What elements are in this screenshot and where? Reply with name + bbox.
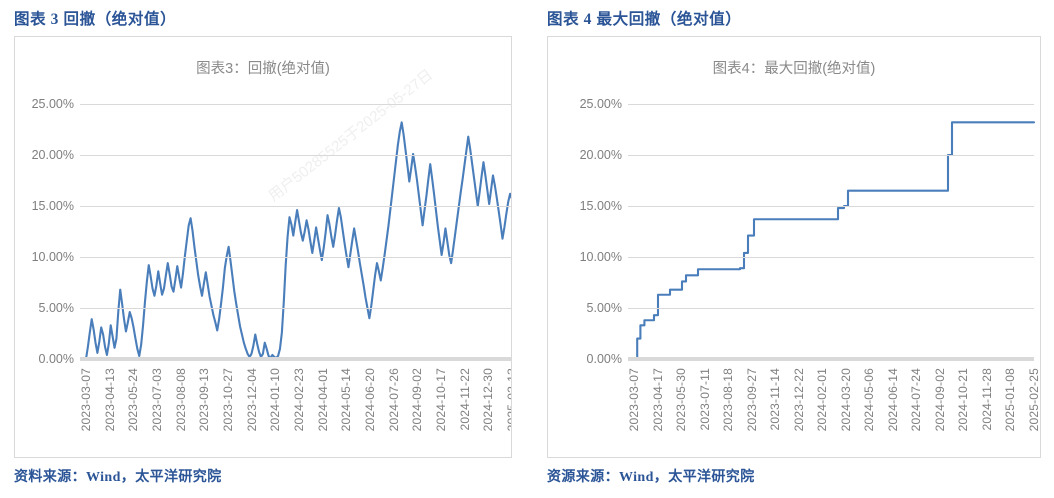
x-axis-tick-label: 2023-04-17 bbox=[650, 368, 665, 432]
max-drawdown-series-right bbox=[632, 121, 1036, 361]
source-note-left: 资料来源：Wind，太平洋研究院 bbox=[14, 470, 222, 485]
x-axis-line bbox=[80, 357, 511, 361]
x-axis-tick-label: 2024-09-02 bbox=[932, 368, 947, 432]
x-axis-tick-label: 2024-02-23 bbox=[292, 368, 306, 432]
x-axis-tick-label: 2023-12-04 bbox=[244, 368, 259, 432]
y-axis-tick-label: 15.00% bbox=[31, 199, 74, 213]
gridline bbox=[80, 155, 511, 156]
x-axis-tick-label: 2024-01-10 bbox=[268, 368, 283, 432]
x-axis-tick-label: 2025-02-25 bbox=[1027, 368, 1041, 432]
figure-heading-right: 图表 4 最大回撤（绝对值） bbox=[547, 11, 742, 28]
y-axis-tick-label: 10.00% bbox=[31, 250, 74, 264]
y-axis-tick-label: 20.00% bbox=[579, 148, 622, 162]
x-axis-tick-label: 2025-02-13 bbox=[505, 368, 512, 432]
x-axis-tick-label: 2024-09-02 bbox=[410, 368, 425, 432]
x-axis-tick-label: 2024-07-24 bbox=[909, 368, 924, 432]
gridline bbox=[80, 257, 511, 258]
x-axis-tick-label: 2023-07-11 bbox=[697, 368, 712, 431]
x-axis-tick-label: 2024-10-17 bbox=[434, 368, 448, 432]
chart-title-right: 图表4：最大回撤(绝对值) bbox=[712, 61, 876, 77]
drawdown-series-left bbox=[84, 121, 511, 361]
x-axis-tick-label: 2024-06-20 bbox=[363, 368, 377, 432]
figure-panel-right: 图表 4 最大回撤（绝对值） 图表4：最大回撤(绝对值) 0.00% 5.00% 1… bbox=[527, 0, 1054, 498]
x-axis-tick-label: 2023-04-13 bbox=[102, 368, 117, 432]
x-axis-line bbox=[628, 357, 1034, 361]
x-axis-tick-label: 2024-11-22 bbox=[457, 368, 472, 431]
plot-area-right: 0.00% 5.00% 10.00% 15.00% 20.00% 25.00% 2023-0… bbox=[580, 97, 1040, 431]
x-axis-tick-label: 2023-05-24 bbox=[126, 368, 141, 432]
x-axis-tick-label: 2024-11-28 bbox=[979, 368, 994, 431]
gridline bbox=[628, 257, 1034, 258]
gridline bbox=[80, 104, 511, 105]
source-note-right: 资源来源：Wind，太平洋研究院 bbox=[547, 470, 755, 485]
x-axis-tick-label: 2024-03-20 bbox=[838, 368, 853, 432]
y-axis-tick-label: 10.00% bbox=[579, 250, 622, 264]
x-axis-tick-label: 2023-08-08 bbox=[173, 368, 188, 432]
x-axis-tick-label: 2023-08-18 bbox=[721, 368, 736, 432]
x-axis-tick-label: 2024-07-26 bbox=[386, 368, 401, 432]
x-axis-tick-label: 2023-10-27 bbox=[221, 368, 235, 432]
x-axis-tick-label: 2023-09-27 bbox=[744, 368, 759, 432]
y-axis-tick-label: 25.00% bbox=[579, 97, 622, 111]
x-axis-tick-label: 2024-02-01 bbox=[815, 368, 830, 432]
x-axis-tick-label: 2023-12-22 bbox=[791, 368, 806, 432]
plot-area-left: 0.00% 5.00% 10.00% 15.00% 20.00% 25.00% 2023-0… bbox=[32, 97, 511, 431]
x-axis-tick-label: 2023-07-03 bbox=[150, 368, 164, 432]
x-axis-tick-label: 2024-05-06 bbox=[862, 368, 877, 432]
y-axis-tick-label: 15.00% bbox=[579, 199, 622, 213]
x-axis-tick-label: 2023-03-07 bbox=[627, 368, 641, 432]
x-axis-tick-label: 2025-01-08 bbox=[1003, 368, 1018, 432]
figure-heading-left: 图表 3 回撤（绝对值） bbox=[14, 11, 177, 28]
x-axis-tick-label: 2024-10-21 bbox=[956, 368, 971, 432]
x-axis-tick-label: 2024-05-14 bbox=[339, 368, 354, 432]
gridline bbox=[80, 308, 511, 309]
chart-title-left: 图表3：回撤(绝对值) bbox=[196, 61, 330, 77]
gridline bbox=[628, 308, 1034, 309]
x-axis-tick-label: 2024-04-01 bbox=[315, 368, 330, 432]
x-axis-tick-label: 2023-03-07 bbox=[79, 368, 93, 432]
x-axis-tick-label: 2023-09-13 bbox=[197, 368, 212, 432]
y-axis-tick-label: 5.00% bbox=[38, 301, 74, 315]
gridline bbox=[628, 206, 1034, 207]
x-axis-tick-label: 2024-12-30 bbox=[481, 368, 496, 432]
chart-container-right: 图表4：最大回撤(绝对值) 0.00% 5.00% 10.00% 15.00% 20.0… bbox=[547, 36, 1041, 458]
x-axis-tick-label: 2024-06-14 bbox=[885, 368, 900, 432]
gridline bbox=[628, 155, 1034, 156]
chart-container-left: 图表3：回撤(绝对值) 用户50285525于2025-05-27日 0.00%… bbox=[14, 36, 512, 458]
gridline bbox=[80, 206, 511, 207]
figure-panel-left: 图表 3 回撤（绝对值） 图表3：回撤(绝对值) 用户50285525于2025… bbox=[14, 11, 512, 485]
gridline bbox=[628, 104, 1034, 105]
x-axis-tick-label: 2023-05-30 bbox=[674, 368, 689, 432]
x-axis-tick-label: 2023-11-14 bbox=[768, 368, 783, 431]
y-axis-tick-label: 0.00% bbox=[38, 352, 74, 366]
y-axis-tick-label: 25.00% bbox=[31, 97, 74, 111]
y-axis-tick-label: 20.00% bbox=[31, 148, 74, 162]
y-axis-tick-label: 0.00% bbox=[586, 352, 622, 366]
y-axis-tick-label: 5.00% bbox=[586, 301, 622, 315]
